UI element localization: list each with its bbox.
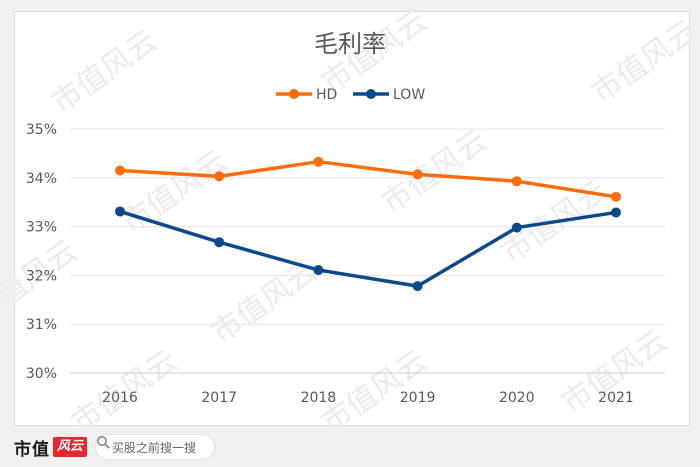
y-tick-label: 32% <box>26 268 57 284</box>
brand-logo: 市值 风云 <box>14 434 88 460</box>
data-point <box>511 176 522 187</box>
y-tick-label: 34% <box>26 171 57 187</box>
data-point <box>412 281 423 292</box>
data-point <box>214 171 225 182</box>
brand-mark: 风云 <box>53 437 88 457</box>
search-box[interactable]: 买股之前搜一搜 <box>95 434 215 460</box>
data-point <box>412 169 423 180</box>
y-tick-label: 30% <box>26 366 57 382</box>
brand-text: 市值 <box>14 439 50 460</box>
legend-marker <box>289 89 299 99</box>
legend-item-low: LOW <box>353 87 425 103</box>
y-axis: 30% 31% 32% 33% 34% 35% <box>26 122 57 382</box>
x-tick-label: 2016 <box>102 390 138 406</box>
series-hd <box>115 156 621 202</box>
grid-lines <box>70 128 665 374</box>
data-point <box>511 222 522 233</box>
y-tick-label: 33% <box>26 220 57 236</box>
watermark-text: 市值风云 <box>315 343 433 428</box>
x-tick-label: 2021 <box>598 390 634 406</box>
legend-marker <box>366 89 376 99</box>
data-point <box>611 191 621 202</box>
series-line <box>119 159 617 199</box>
footer-bar: 市值 风云 买股之前搜一搜 <box>0 428 700 467</box>
watermark-text: 市值风云 <box>585 13 700 110</box>
x-tick-label: 2018 <box>301 390 337 406</box>
data-point <box>313 265 324 276</box>
data-point <box>115 165 125 176</box>
chart-title: 毛利率 <box>314 30 386 58</box>
legend-item-hd: HD <box>276 87 337 103</box>
watermark-text: 市值风云 <box>65 343 183 428</box>
search-icon <box>97 436 110 449</box>
x-tick-label: 2019 <box>400 390 436 406</box>
series-layer <box>115 156 621 292</box>
data-point <box>611 207 621 218</box>
chart-legend: HD LOW <box>276 87 425 103</box>
legend-label: HD <box>316 87 337 103</box>
watermark-text: 市值风云 <box>555 323 673 420</box>
search-placeholder: 买股之前搜一搜 <box>112 440 197 455</box>
series-low <box>115 206 621 292</box>
data-point <box>115 206 125 217</box>
x-tick-label: 2020 <box>499 390 535 406</box>
legend-label: LOW <box>393 87 425 103</box>
y-tick-label: 31% <box>26 317 57 333</box>
x-tick-label: 2017 <box>201 390 237 406</box>
data-point <box>313 156 324 167</box>
data-point <box>214 237 225 248</box>
y-tick-label: 35% <box>26 122 57 138</box>
series-line <box>119 209 617 288</box>
watermark-text: 市值风云 <box>45 23 163 120</box>
x-axis: 2016 2017 2018 2019 2020 2021 <box>102 390 634 406</box>
